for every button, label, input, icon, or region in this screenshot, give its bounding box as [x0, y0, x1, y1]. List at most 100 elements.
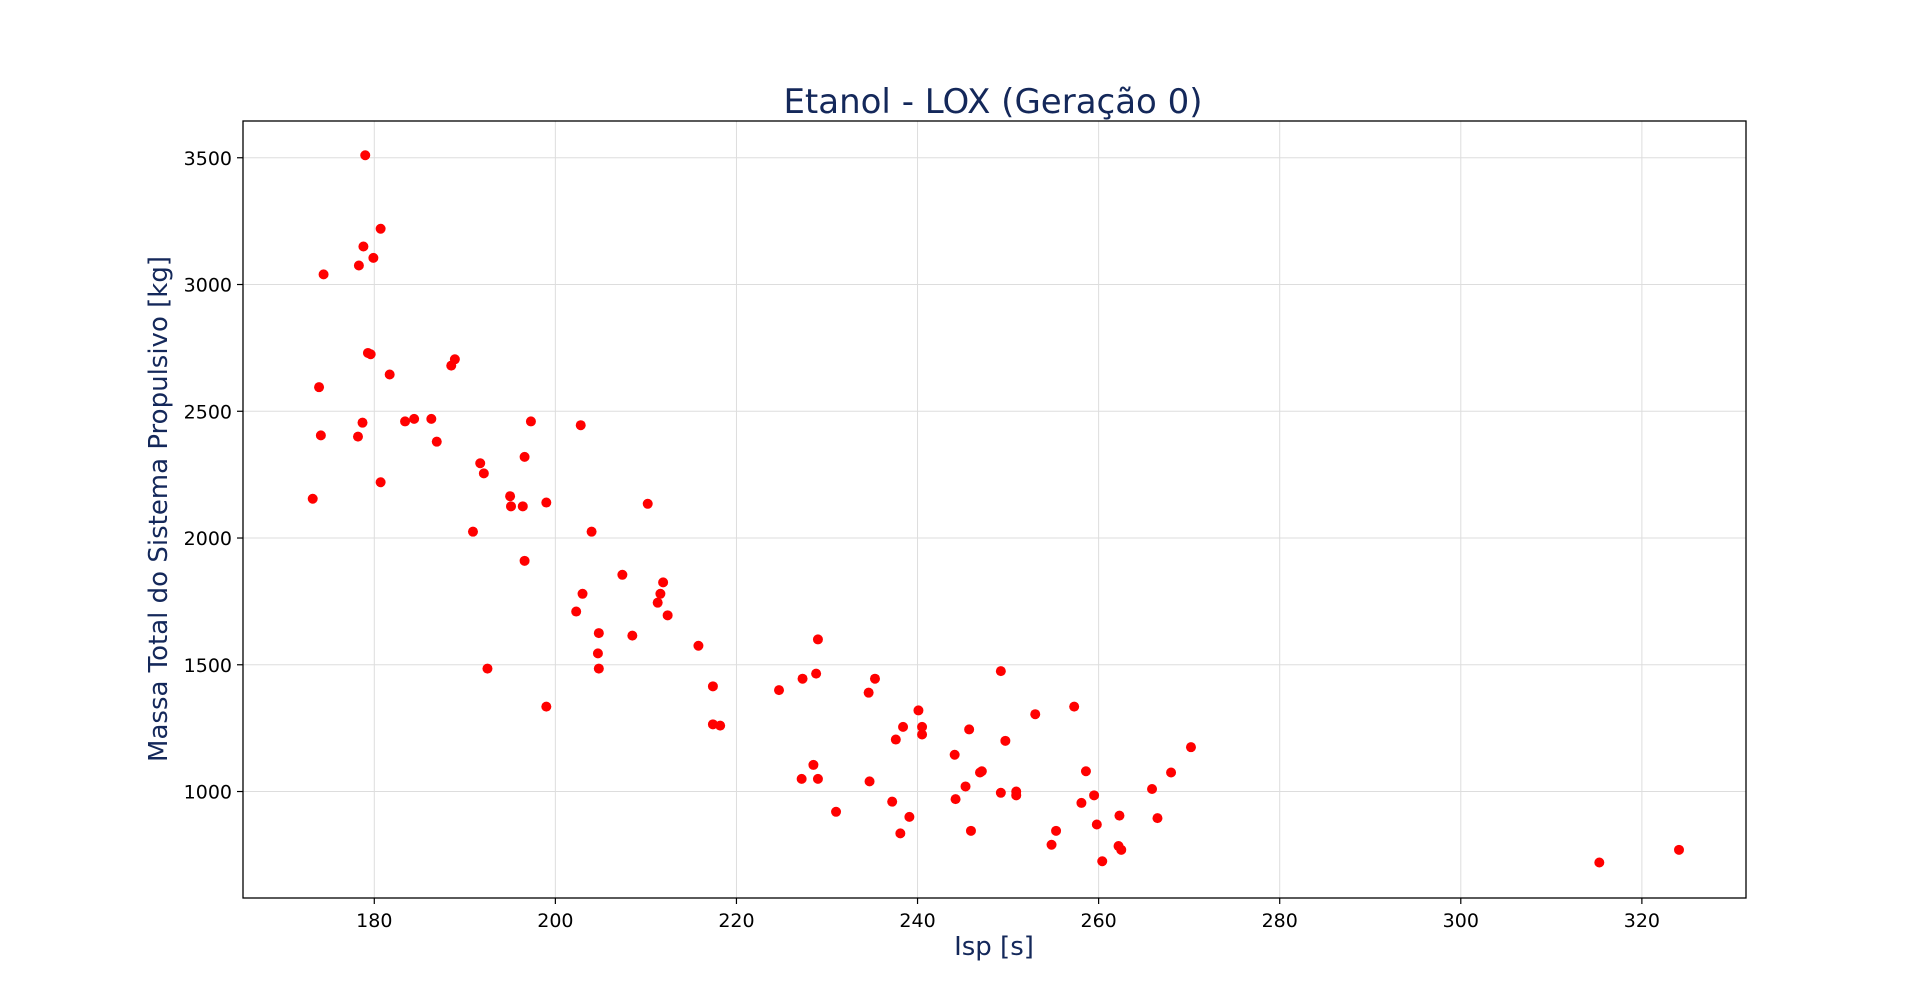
y-axis-label: Massa Total do Sistema Propulsivo [kg]	[144, 256, 174, 762]
data-point	[995, 666, 1006, 677]
x-tick-label: 260	[1080, 910, 1116, 932]
data-point	[831, 806, 842, 817]
data-point	[812, 773, 823, 784]
data-point	[426, 413, 437, 424]
data-point	[812, 634, 823, 645]
data-point	[693, 640, 704, 651]
data-point	[1116, 844, 1127, 855]
data-point	[571, 606, 582, 617]
plot-frame	[242, 120, 1747, 899]
data-point	[575, 420, 586, 431]
data-point	[808, 759, 819, 770]
data-point	[662, 610, 673, 621]
data-point	[318, 269, 329, 280]
data-point	[1594, 857, 1605, 868]
grid-lines	[243, 121, 1746, 898]
data-point	[446, 360, 457, 371]
data-point	[904, 811, 915, 822]
data-point	[541, 497, 552, 508]
data-point	[315, 430, 326, 441]
data-point	[400, 416, 411, 427]
data-point	[384, 369, 395, 380]
data-point	[1089, 790, 1100, 801]
data-point	[1069, 701, 1080, 712]
y-tick-label: 2000	[184, 528, 232, 550]
data-point	[863, 687, 874, 698]
data-point	[917, 721, 928, 732]
y-tick-label: 2500	[184, 401, 232, 423]
x-tick-label: 320	[1624, 910, 1660, 932]
data-point	[478, 468, 489, 479]
data-point	[506, 501, 517, 512]
data-point	[1080, 766, 1091, 777]
data-point	[375, 477, 386, 488]
data-point	[913, 705, 924, 716]
data-point	[353, 260, 364, 271]
data-point	[869, 673, 880, 684]
data-point	[707, 681, 718, 692]
data-point	[642, 498, 653, 509]
data-point	[652, 597, 663, 608]
data-point	[1152, 813, 1163, 824]
data-point	[1011, 790, 1022, 801]
data-point	[357, 417, 368, 428]
data-point	[995, 787, 1006, 798]
data-point	[358, 241, 369, 252]
data-point	[715, 720, 726, 731]
data-point	[898, 721, 909, 732]
data-point	[1051, 825, 1062, 836]
data-point	[592, 648, 603, 659]
data-point	[617, 569, 628, 580]
data-point	[895, 828, 906, 839]
data-point	[525, 416, 536, 427]
data-point	[917, 729, 928, 740]
data-point	[431, 436, 442, 447]
axis-ticks: 180 200 220 240 260 280 300 320 1000 1500 2000 2500…	[184, 148, 1660, 932]
chart-title: Etanol - LOX (Geração 0)	[783, 82, 1202, 122]
x-tick-label: 280	[1262, 910, 1298, 932]
data-point	[505, 491, 516, 502]
y-tick-label: 1500	[184, 655, 232, 677]
data-point	[1166, 767, 1177, 778]
data-point	[1046, 839, 1057, 850]
data-point	[482, 663, 493, 674]
data-point	[1114, 810, 1125, 821]
x-tick-label: 200	[537, 910, 573, 932]
data-point	[965, 825, 976, 836]
data-point	[950, 794, 961, 805]
data-point	[467, 526, 478, 537]
data-point	[519, 555, 530, 566]
data-point	[409, 413, 420, 424]
data-point	[658, 577, 669, 588]
data-point	[593, 628, 604, 639]
data-point	[1091, 819, 1102, 830]
data-point	[887, 796, 898, 807]
data-point	[1147, 783, 1158, 794]
data-point	[960, 781, 971, 792]
data-point	[577, 588, 588, 599]
data-point	[975, 767, 986, 778]
data-point	[365, 349, 376, 360]
data-point	[475, 458, 486, 469]
data-point	[375, 223, 386, 234]
data-point	[949, 749, 960, 760]
data-point	[314, 382, 325, 393]
data-point	[890, 734, 901, 745]
data-point	[864, 776, 875, 787]
data-point	[1185, 742, 1196, 753]
data-point	[797, 673, 808, 684]
data-point	[586, 526, 597, 537]
data-point	[811, 668, 822, 679]
data-point	[368, 252, 379, 263]
data-point	[796, 773, 807, 784]
data-point	[774, 685, 785, 696]
data-point	[1097, 856, 1108, 867]
y-tick-label: 1000	[184, 782, 232, 804]
data-point	[627, 630, 638, 641]
data-points	[307, 150, 1684, 868]
data-point	[1076, 797, 1087, 808]
data-point	[655, 588, 666, 599]
data-point	[1673, 844, 1684, 855]
data-point	[1000, 735, 1011, 746]
